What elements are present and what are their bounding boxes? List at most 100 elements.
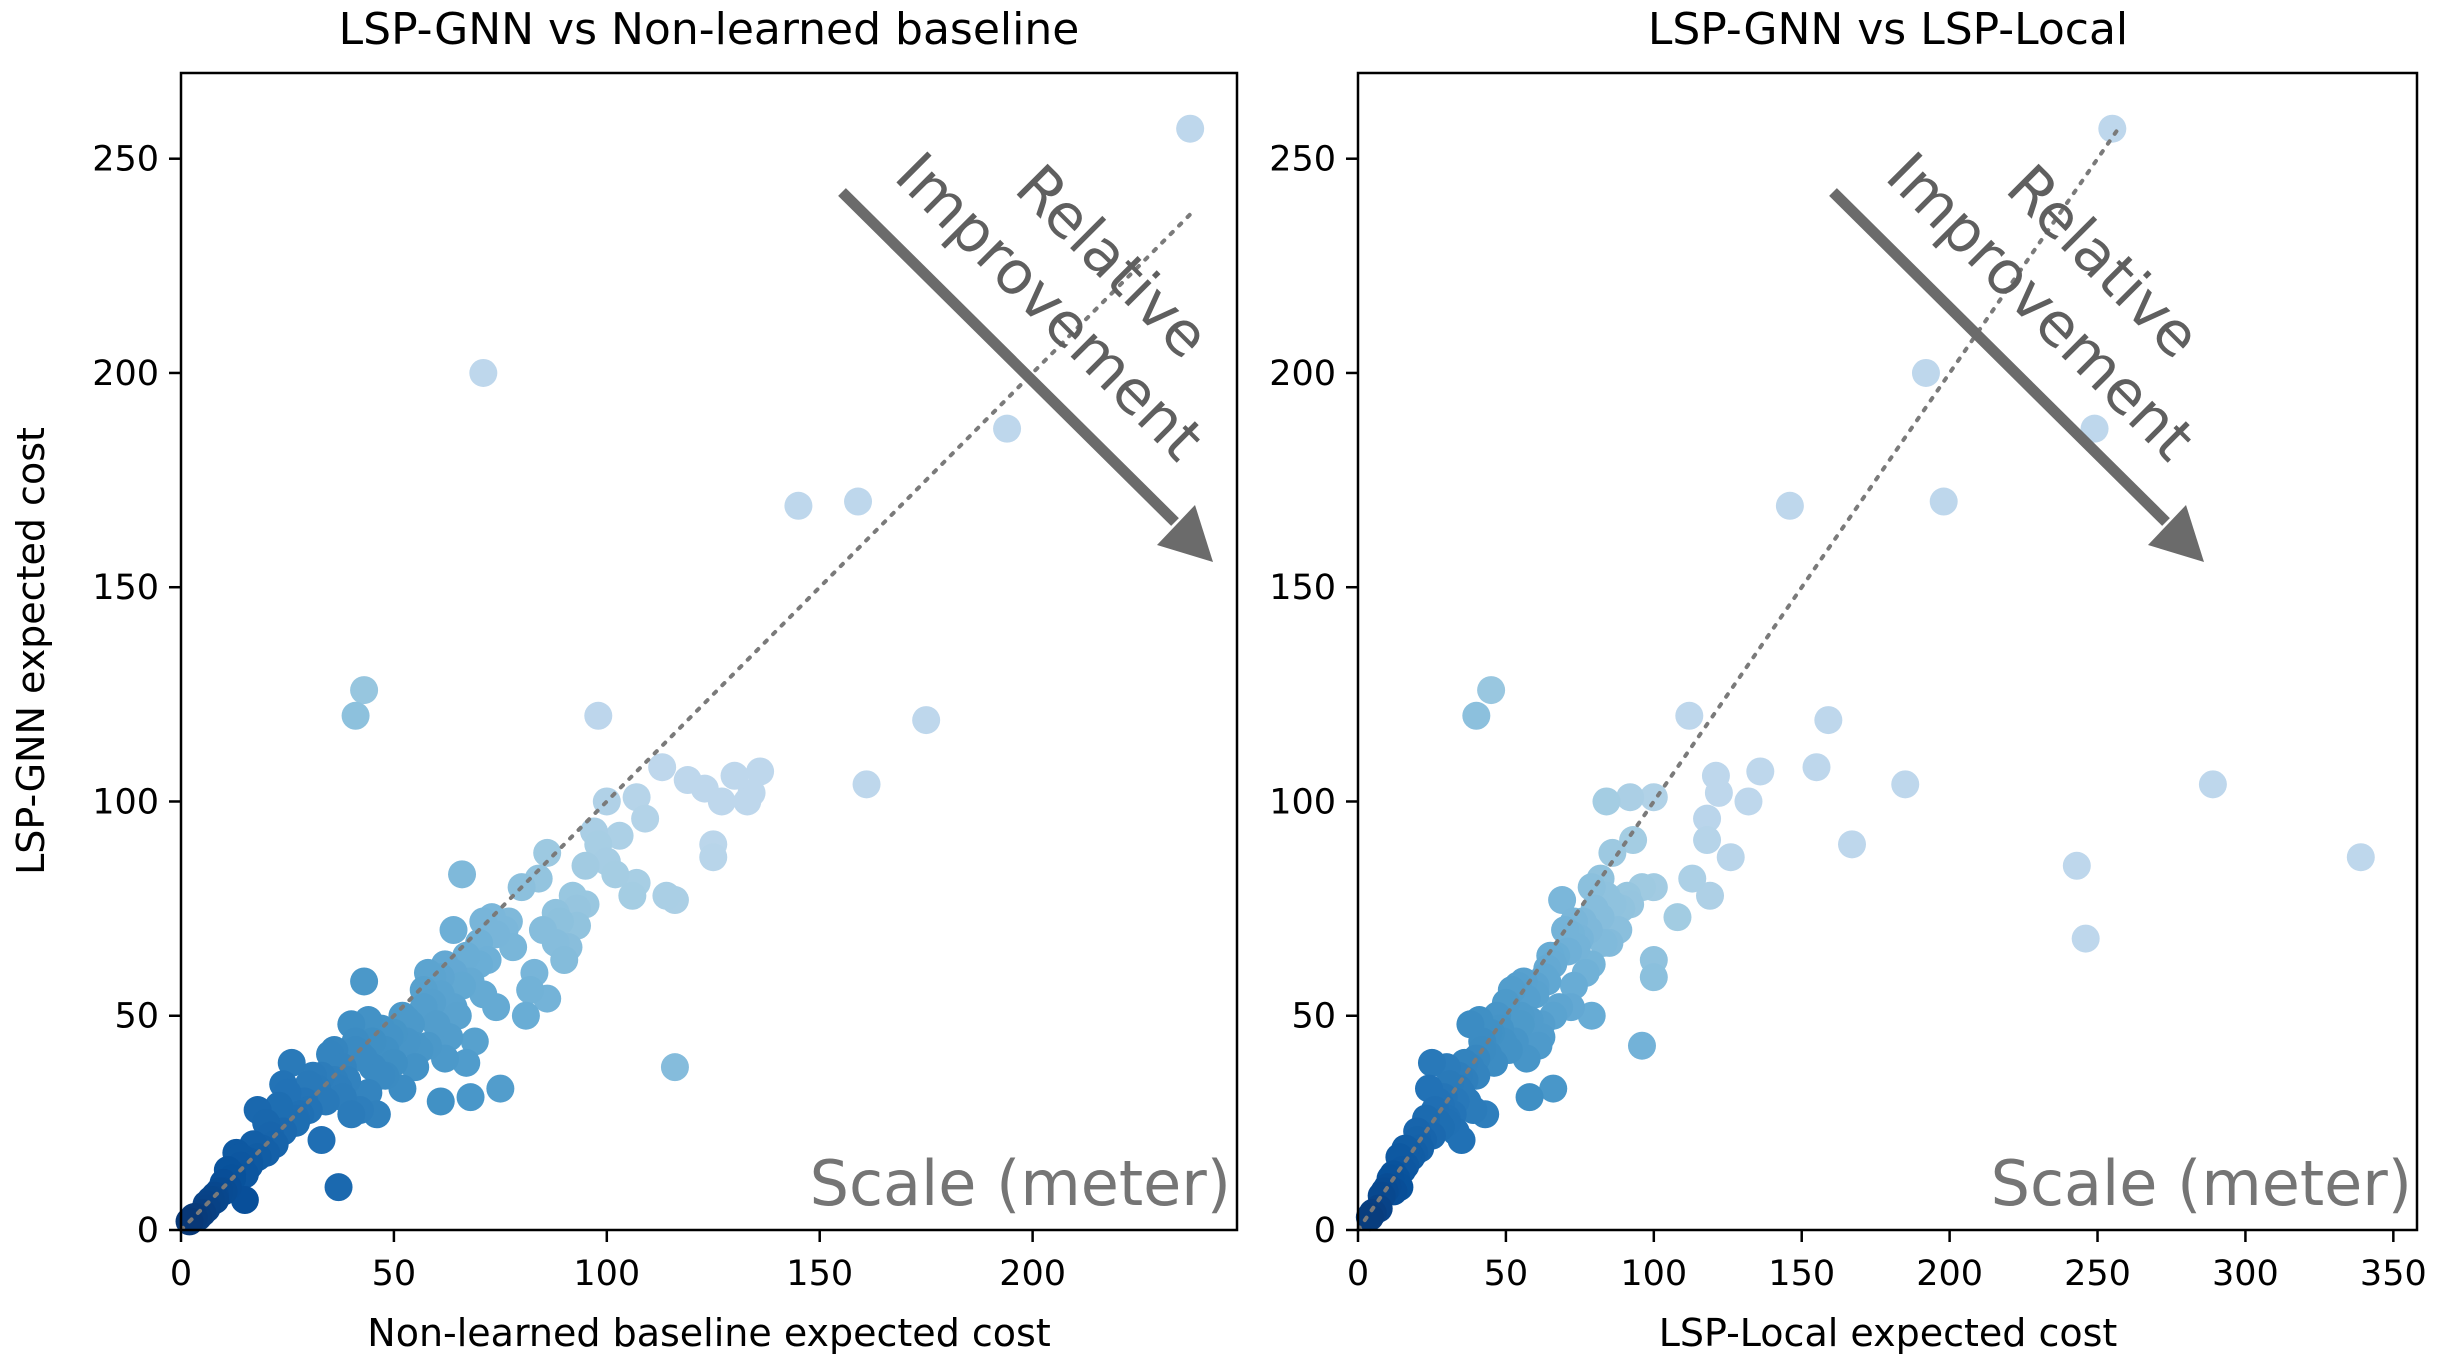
chart-left-improvement-arrow: Relative Improvement — [838, 139, 1222, 562]
data-point — [1814, 706, 1843, 735]
data-point — [1775, 491, 1804, 520]
data-point — [993, 414, 1022, 443]
y-tick-label: 100 — [1269, 782, 1336, 822]
chart-right: LSP-GNN vs LSP-Local 0 50 100 150 200 250 300 3… — [1269, 4, 2427, 1355]
chart-right-title: LSP-GNN vs LSP-Local — [1648, 4, 2128, 55]
data-point — [601, 860, 630, 889]
chart-left-x-ticks: 0 50 100 150 200 — [170, 1230, 1066, 1294]
x-tick-label: 0 — [170, 1254, 192, 1294]
chart-right-points — [1355, 114, 2375, 1232]
data-point — [2071, 924, 2100, 953]
arrow-head-icon — [2148, 505, 2204, 562]
data-point — [528, 916, 557, 945]
data-point — [1838, 830, 1867, 859]
chart-left-x-axis-label: Non-learned baseline expected cost — [367, 1311, 1050, 1355]
chart-left-title: LSP-GNN vs Non-learned baseline — [339, 4, 1080, 55]
data-point — [350, 676, 379, 705]
data-point — [1176, 114, 1205, 143]
data-point — [1693, 804, 1722, 833]
x-tick-label: 300 — [2212, 1254, 2279, 1294]
data-point — [1548, 886, 1577, 915]
x-tick-label: 150 — [1768, 1254, 1835, 1294]
data-point — [605, 821, 634, 850]
data-point — [1639, 963, 1668, 992]
y-tick-label: 0 — [1314, 1211, 1336, 1251]
data-point — [452, 1048, 481, 1077]
data-point — [422, 1010, 451, 1039]
data-point — [571, 851, 600, 880]
data-point — [1891, 770, 1920, 799]
data-point — [1598, 838, 1627, 867]
arrow-shaft — [838, 188, 1179, 526]
chart-left-points — [175, 114, 1205, 1236]
x-tick-label: 150 — [786, 1254, 853, 1294]
data-point — [1355, 1203, 1384, 1232]
x-tick-label: 200 — [999, 1254, 1066, 1294]
data-point — [511, 1001, 540, 1030]
data-point — [2098, 114, 2127, 143]
data-point — [324, 1173, 353, 1202]
data-point — [1911, 358, 1940, 387]
y-tick-label: 150 — [1269, 568, 1336, 608]
data-point — [341, 701, 370, 730]
data-point — [307, 1126, 336, 1155]
data-point — [699, 843, 728, 872]
data-point — [1417, 1048, 1446, 1077]
data-point — [456, 1083, 485, 1112]
x-tick-label: 100 — [573, 1254, 640, 1294]
data-point — [1734, 787, 1763, 816]
data-point — [648, 753, 677, 782]
chart-right-x-ticks: 0 50 100 150 200 250 300 350 — [1347, 1230, 2427, 1294]
chart-left-axes-frame — [179, 71, 1239, 1232]
data-point — [584, 701, 613, 730]
data-point — [443, 1001, 472, 1030]
y-tick-label: 0 — [137, 1211, 159, 1251]
data-point — [426, 1087, 455, 1116]
chart-right-improvement-arrow: Relative Improvement — [1829, 139, 2213, 562]
data-point — [1627, 1031, 1656, 1060]
data-point — [486, 1074, 515, 1103]
x-tick-label: 350 — [2360, 1254, 2427, 1294]
data-point — [746, 757, 775, 786]
data-point — [673, 766, 702, 795]
data-point — [516, 976, 545, 1005]
data-point — [784, 491, 813, 520]
data-point — [1696, 881, 1725, 910]
data-point — [1678, 864, 1707, 893]
data-point — [350, 967, 379, 996]
chart-right-x-axis-label: LSP-Local expected cost — [1659, 1311, 2118, 1355]
data-point — [733, 787, 762, 816]
data-point — [1929, 487, 1958, 516]
arrow-head-icon — [1157, 505, 1213, 562]
data-point — [1639, 783, 1668, 812]
data-point — [2198, 770, 2227, 799]
data-point — [1704, 778, 1733, 807]
data-point — [631, 804, 660, 833]
y-tick-label: 50 — [114, 997, 159, 1037]
data-point — [1716, 843, 1745, 872]
data-point — [622, 783, 651, 812]
data-point — [618, 881, 647, 910]
data-point — [1515, 1083, 1544, 1112]
y-tick-label: 100 — [92, 782, 159, 822]
y-tick-label: 200 — [1269, 354, 1336, 394]
data-point — [448, 971, 477, 1000]
y-tick-label: 200 — [92, 354, 159, 394]
data-point — [844, 487, 873, 516]
data-point — [852, 770, 881, 799]
data-point — [460, 1027, 489, 1056]
chart-right-reference-line — [1356, 126, 2121, 1232]
chart-left-scale-annotation: Scale (meter) — [810, 1147, 1231, 1220]
y-tick-label: 150 — [92, 568, 159, 608]
data-point — [439, 916, 468, 945]
data-point — [652, 881, 681, 910]
x-tick-label: 250 — [2064, 1254, 2131, 1294]
data-point — [1559, 971, 1588, 1000]
data-point — [912, 706, 941, 735]
data-point — [469, 358, 498, 387]
x-tick-label: 200 — [1916, 1254, 1983, 1294]
data-point — [1616, 783, 1645, 812]
data-point — [401, 1053, 430, 1082]
chart-left-y-ticks: 0 50 100 150 200 250 — [92, 140, 181, 1251]
